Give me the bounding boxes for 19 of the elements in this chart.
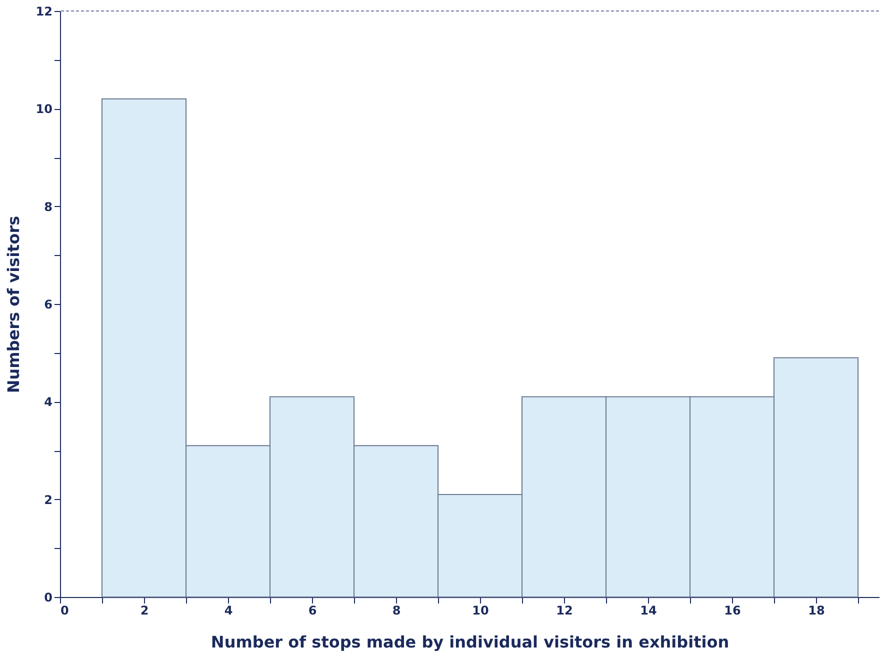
x-tick-label: 2 (140, 604, 149, 618)
y-tick-label: 4 (44, 395, 52, 410)
x-tick-label: 4 (224, 604, 233, 618)
y-tick-label: 6 (44, 298, 52, 312)
x-tick-label: 12 (556, 604, 573, 618)
y-tick-label: 2 (44, 492, 52, 507)
x-tick-label: 14 (640, 604, 657, 618)
x-tick-label: 6 (308, 604, 317, 618)
y-tick-label: 8 (44, 200, 52, 214)
y-tick-label: 10 (36, 102, 52, 116)
y-axis-title: Numbers of visitors (4, 216, 23, 394)
y-tick-label: 12 (36, 4, 52, 18)
y-tick-label: 0 (44, 590, 52, 604)
x-tick-label: 10 (472, 604, 489, 618)
x-tick-label: 0 (60, 604, 69, 618)
x-axis-title: Number of stops made by individual visitors in exhibition (210, 632, 730, 652)
x-tick-label: 18 (808, 604, 825, 618)
x-tick-label: 16 (724, 604, 741, 618)
x-tick-label: 8 (392, 604, 401, 618)
